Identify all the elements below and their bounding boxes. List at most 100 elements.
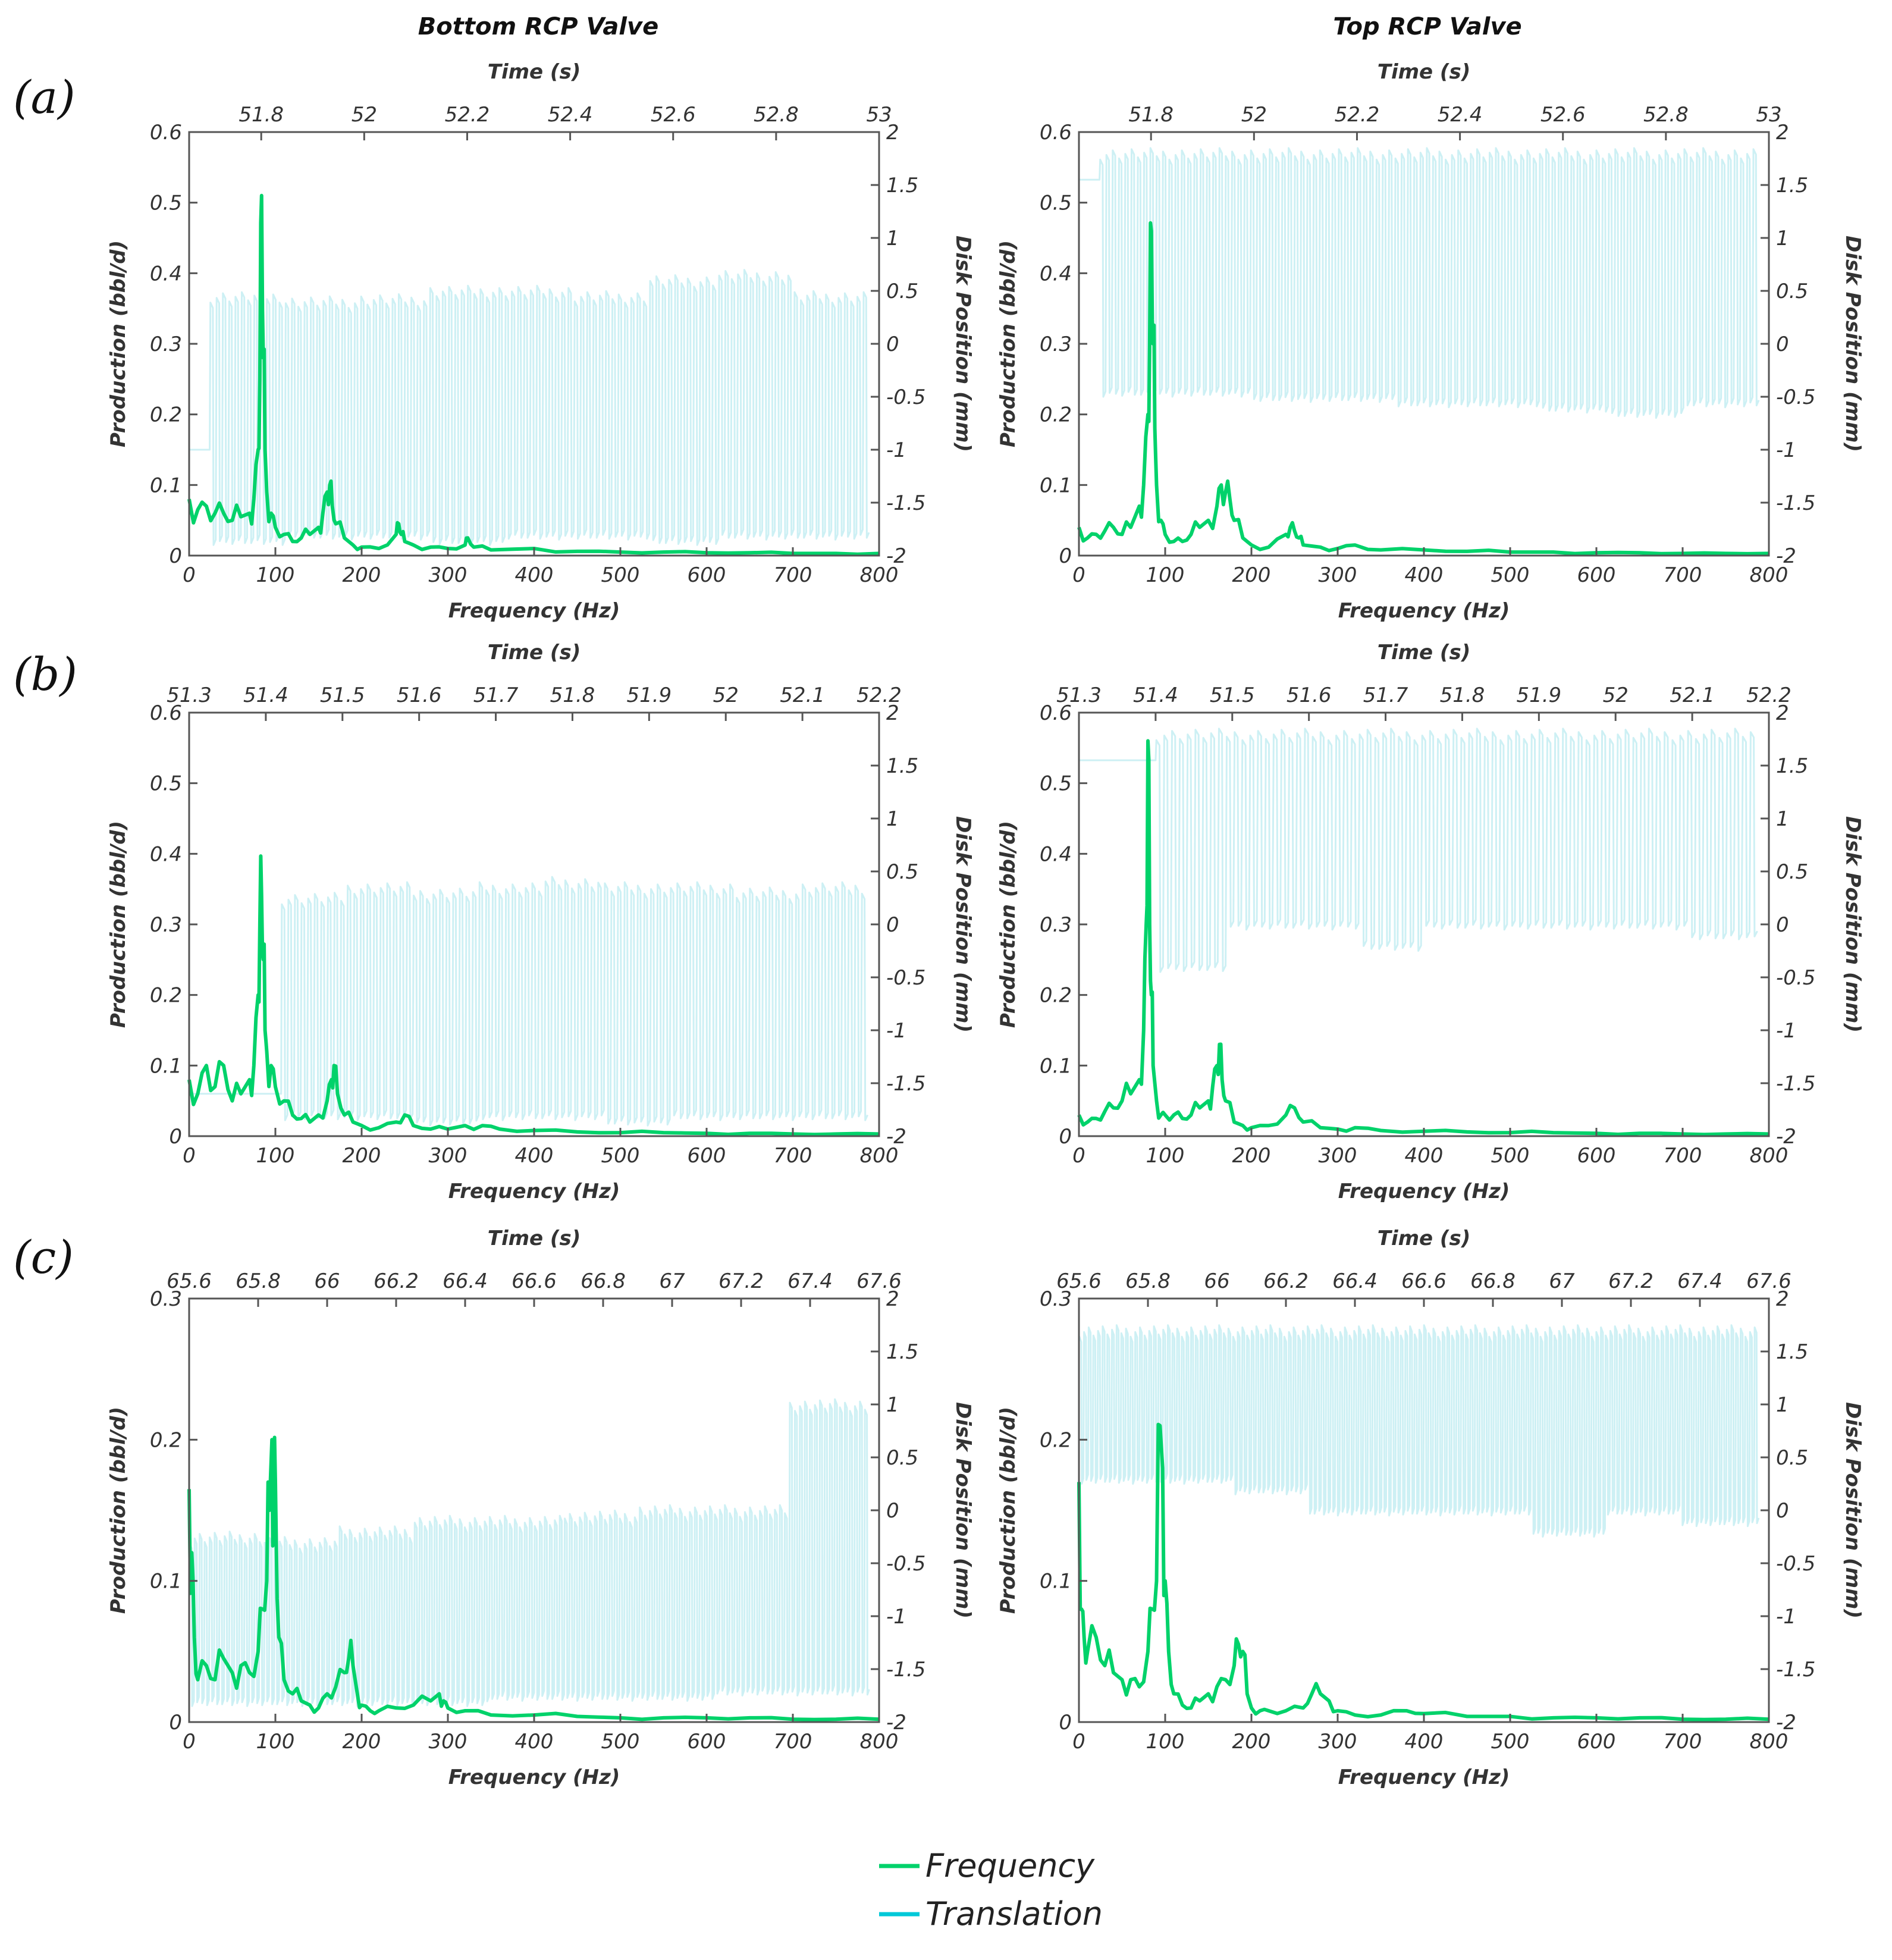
- x2-tick-label: 66.4: [1332, 1269, 1378, 1293]
- y2-tick-label: -2: [886, 1711, 906, 1735]
- x2-axis-label: Time (s): [1378, 1227, 1471, 1250]
- x2-tick-label: 51.8: [239, 103, 284, 127]
- y2-tick-label: 0: [1776, 333, 1789, 356]
- y-tick-label: 0.1: [150, 473, 182, 497]
- y2-tick-label: 1.5: [1776, 1340, 1808, 1364]
- frequency-line: [1077, 1422, 1769, 1721]
- x2-tick-label: 51.4: [243, 683, 288, 707]
- y-tick-label: 0.3: [1040, 1287, 1072, 1311]
- x-tick-label: 200: [1232, 1730, 1271, 1754]
- x-tick-label: 500: [1491, 1730, 1530, 1754]
- y2-tick-label: 0.5: [1776, 1446, 1808, 1470]
- x-tick-label: 300: [1319, 1144, 1357, 1168]
- y2-tick-label: -2: [886, 544, 906, 568]
- y-tick-label: 0.6: [1040, 121, 1072, 145]
- y2-tick-label: 0: [1776, 1499, 1789, 1523]
- x-tick-label: 0: [183, 1144, 196, 1168]
- y2-axis-label: Disk Position (mm): [1841, 236, 1865, 452]
- y-tick-label: 0.5: [150, 192, 182, 215]
- x2-tick-label: 66.8: [581, 1269, 626, 1293]
- x2-tick-label: 65.6: [1056, 1269, 1102, 1293]
- y2-tick-label: -2: [1776, 1711, 1796, 1735]
- row-label-a: (a): [13, 71, 76, 124]
- column-title-bottom: Bottom RCP Valve: [418, 13, 658, 40]
- y-tick-label: 0.4: [1040, 842, 1072, 866]
- x-tick-label: 300: [429, 1730, 467, 1754]
- y2-tick-label: 2: [1776, 701, 1789, 725]
- x2-tick-label: 65.6: [167, 1269, 212, 1293]
- y-tick-label: 0.1: [1040, 473, 1072, 497]
- x2-tick-label: 52: [1241, 103, 1267, 127]
- x-tick-label: 100: [256, 563, 295, 587]
- x2-tick-label: 51.6: [397, 683, 442, 707]
- x2-tick-label: 51.8: [550, 683, 595, 707]
- x2-axis-label: Time (s): [1378, 641, 1471, 664]
- x-tick-label: 0: [183, 563, 196, 587]
- x2-tick-label: 66.2: [1263, 1269, 1309, 1293]
- x-tick-label: 700: [1664, 563, 1702, 587]
- x2-tick-label: 52.2: [1335, 103, 1380, 127]
- x2-tick-label: 52.1: [1670, 683, 1715, 707]
- y-tick-label: 0: [169, 1711, 182, 1735]
- y-tick-label: 0.4: [150, 842, 182, 866]
- x2-tick-label: 67.6: [1746, 1269, 1791, 1293]
- x-tick-label: 400: [1405, 563, 1444, 587]
- x-tick-label: 100: [256, 1144, 295, 1168]
- y2-axis-label: Disk Position (mm): [951, 1402, 975, 1619]
- x2-tick-label: 52.6: [1540, 103, 1586, 127]
- y2-tick-label: 2: [886, 121, 899, 145]
- x2-tick-label: 67.6: [856, 1269, 902, 1293]
- x2-tick-label: 67.2: [718, 1269, 764, 1293]
- y2-tick-label: 1.5: [886, 174, 918, 197]
- x2-tick-label: 51.6: [1287, 683, 1332, 707]
- x2-tick-label: 51.5: [1210, 683, 1255, 707]
- x-tick-label: 600: [1577, 563, 1616, 587]
- x2-tick-label: 66.6: [1401, 1269, 1447, 1293]
- x-axis-label: Frequency (Hz): [1338, 1765, 1510, 1789]
- y-tick-label: 0.2: [1040, 403, 1072, 427]
- y2-tick-label: 1: [1776, 1393, 1789, 1417]
- x-tick-label: 300: [1319, 1730, 1357, 1754]
- legend-label-translation: Translation: [925, 1895, 1103, 1933]
- y2-tick-label: -0.5: [886, 1552, 925, 1576]
- y2-tick-label: 0.5: [886, 1446, 918, 1470]
- x2-tick-label: 65.8: [236, 1269, 281, 1293]
- x-tick-label: 500: [1491, 563, 1530, 587]
- y2-tick-label: -1: [886, 1605, 906, 1629]
- x-tick-label: 800: [1750, 1144, 1789, 1168]
- y-tick-label: 0.2: [150, 403, 182, 427]
- x-axis-label: Frequency (Hz): [448, 599, 620, 623]
- x-tick-label: 700: [1664, 1144, 1702, 1168]
- x-tick-label: 500: [601, 1730, 640, 1754]
- y2-tick-label: -1.5: [1776, 1658, 1815, 1682]
- y2-tick-label: 0: [1776, 913, 1789, 937]
- y2-tick-label: 0: [886, 913, 899, 937]
- y-tick-label: 0.3: [1040, 333, 1072, 356]
- x-tick-label: 0: [1072, 563, 1085, 587]
- y2-tick-label: -1: [1776, 438, 1796, 462]
- x-tick-label: 300: [429, 563, 467, 587]
- x2-tick-label: 66: [314, 1269, 340, 1293]
- translation-line: [188, 1398, 870, 1707]
- x2-axis-label: Time (s): [488, 60, 581, 84]
- x2-tick-label: 51.9: [626, 683, 672, 707]
- y-axis-label: Production (bbl/d): [106, 240, 130, 447]
- y2-tick-label: -0.5: [1776, 385, 1815, 409]
- x-tick-label: 500: [601, 563, 640, 587]
- y-axis-label: Production (bbl/d): [106, 1407, 130, 1614]
- x2-tick-label: 52.4: [1438, 103, 1483, 127]
- y-tick-label: 0.3: [150, 913, 182, 937]
- y-tick-label: 0.2: [150, 1428, 182, 1452]
- y2-tick-label: 0.5: [886, 280, 918, 303]
- x2-tick-label: 52: [713, 683, 739, 707]
- x2-tick-label: 51.7: [473, 683, 519, 707]
- y2-tick-label: 0: [886, 333, 899, 356]
- x-tick-label: 800: [860, 1730, 899, 1754]
- x2-tick-label: 67.4: [1677, 1269, 1722, 1293]
- y2-tick-label: -1.5: [886, 491, 925, 515]
- legend: Frequency Translation: [879, 1847, 1103, 1933]
- y2-tick-label: -0.5: [886, 966, 925, 990]
